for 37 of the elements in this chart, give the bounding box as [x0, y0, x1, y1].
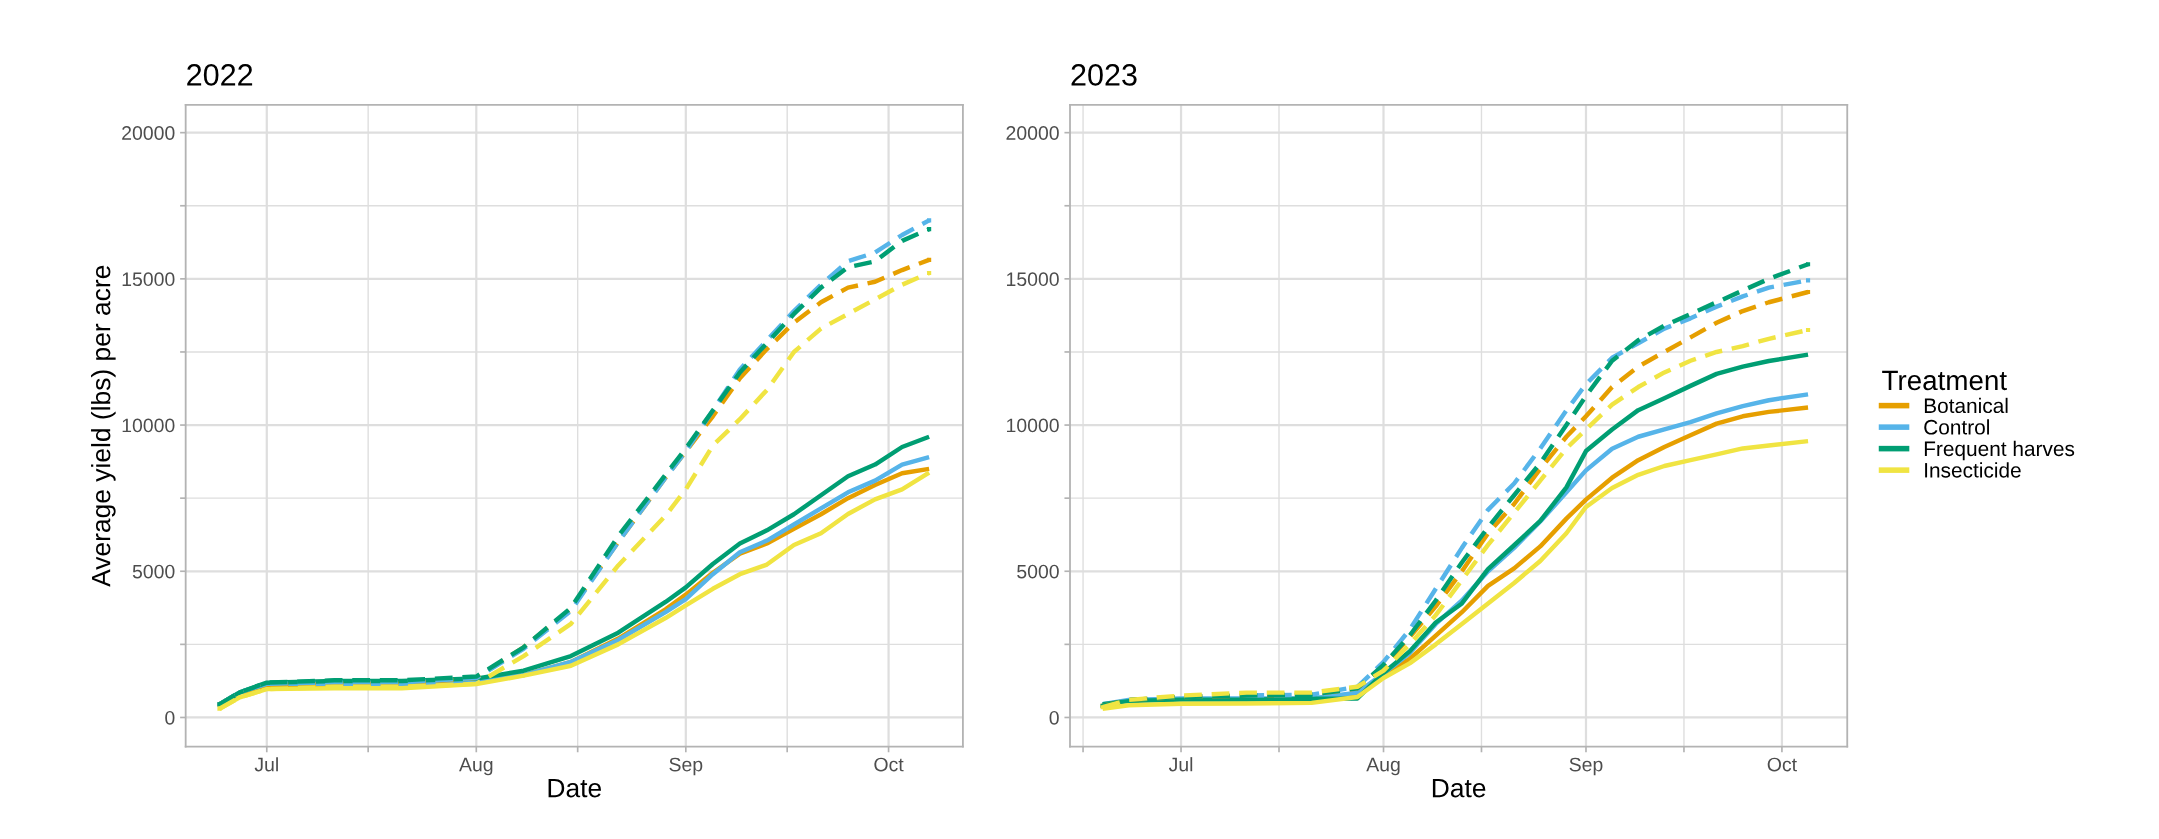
point — [927, 227, 932, 232]
y-tick-label: 20000 — [122, 126, 175, 140]
x-tick-label: Aug — [1366, 757, 1400, 776]
point — [217, 706, 222, 711]
y-tick-label: 10000 — [1007, 418, 1059, 433]
legend-title: Treatment — [1882, 370, 2007, 391]
point — [1805, 327, 1811, 333]
legend-label: Insecticide — [1925, 462, 2021, 478]
x-tick-label: Oct — [874, 757, 904, 772]
y-tick-label: 5000 — [1017, 564, 1059, 579]
x-tick-label: Oct — [1767, 757, 1797, 772]
y-tick-label: 0 — [165, 710, 175, 725]
y-tick-label: 15000 — [122, 272, 175, 287]
x-tick-label: Sep — [1569, 757, 1603, 776]
y-axis-title: Average yield (lbs) per acre — [91, 265, 116, 587]
point — [1805, 262, 1811, 267]
x-axis-title: Date — [548, 779, 601, 798]
point — [927, 218, 932, 223]
y-tick-label: 5000 — [132, 564, 175, 579]
point — [927, 270, 932, 276]
x-tick-label: Aug — [459, 757, 493, 776]
point — [1805, 278, 1811, 283]
x-tick-label: Jul — [254, 757, 278, 772]
legend-label: Botanical — [1924, 397, 2008, 414]
legend-label: Frequent harves — [1924, 440, 2075, 461]
chart-title: 2023 — [1071, 64, 1137, 86]
x-tick-label: Sep — [669, 757, 703, 776]
chart-title: 2022 — [187, 64, 253, 86]
point — [927, 257, 932, 262]
y-tick-label: 20000 — [1006, 126, 1059, 140]
legend-label: Control — [1924, 419, 1989, 435]
x-tick-label: Jul — [1168, 757, 1193, 772]
y-tick-label: 15000 — [1007, 272, 1059, 287]
y-tick-label: 10000 — [122, 418, 175, 433]
x-axis-title: Date — [1432, 779, 1486, 798]
y-tick-label: 0 — [1049, 710, 1059, 725]
point — [1805, 289, 1811, 295]
